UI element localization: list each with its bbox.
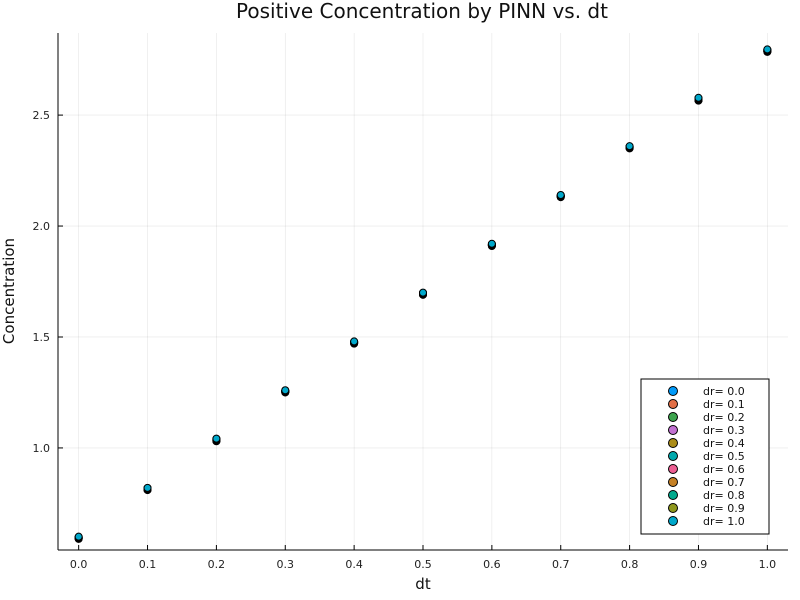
x-tick-label: 0.8 xyxy=(621,558,639,571)
x-ticks: 0.0 0.1 0.2 0.3 0.4 0.5 0.6 0.7 0.8 0.9 1.0 xyxy=(70,545,776,571)
y-tick-label: 2.0 xyxy=(33,220,51,233)
data-point xyxy=(763,45,772,54)
x-tick-label: 1.0 xyxy=(759,558,777,571)
legend-label: dr= 0.6 xyxy=(703,463,745,476)
x-tick-label: 0.9 xyxy=(690,558,708,571)
legend-marker xyxy=(668,438,678,448)
data-point xyxy=(487,239,496,248)
x-tick-label: 0.3 xyxy=(277,558,295,571)
legend-label: dr= 0.9 xyxy=(703,502,745,515)
data-point xyxy=(143,483,152,492)
legend-label: dr= 0.5 xyxy=(703,450,745,463)
data-point xyxy=(419,288,427,297)
legend-marker xyxy=(668,412,678,422)
y-tick-label: 1.0 xyxy=(33,442,51,455)
legend-label: dr= 0.1 xyxy=(703,398,745,411)
x-tick-label: 0.0 xyxy=(70,558,88,571)
x-tick-label: 0.6 xyxy=(483,558,501,571)
legend-marker xyxy=(668,464,678,474)
legend-marker xyxy=(668,516,678,526)
data-points xyxy=(74,45,772,543)
legend-marker xyxy=(668,451,678,461)
legend-marker xyxy=(668,399,678,409)
chart-title: Positive Concentration by PINN vs. dt xyxy=(236,0,608,23)
x-axis-title: dt xyxy=(415,575,431,593)
x-tick-label: 0.2 xyxy=(208,558,226,571)
legend-label: dr= 0.0 xyxy=(703,385,745,398)
data-point xyxy=(74,532,83,541)
legend-label: dr= 0.4 xyxy=(703,437,745,450)
legend-label: dr= 1.0 xyxy=(703,515,745,528)
legend-label: dr= 0.8 xyxy=(703,489,745,502)
legend-marker xyxy=(668,503,678,513)
y-tick-label: 2.5 xyxy=(33,109,51,122)
x-tick-label: 0.5 xyxy=(414,558,432,571)
x-tick-label: 0.1 xyxy=(139,558,157,571)
x-tick-label: 0.7 xyxy=(552,558,570,571)
legend-label: dr= 0.2 xyxy=(703,411,745,424)
y-tick-label: 1.5 xyxy=(33,331,51,344)
y-axis-title: Concentration xyxy=(0,238,18,344)
legend-marker xyxy=(668,386,678,396)
y-ticks: 1.0 1.5 2.0 2.5 xyxy=(33,109,63,455)
legend-box xyxy=(640,378,770,535)
data-point xyxy=(212,434,221,443)
data-point xyxy=(694,93,703,102)
legend-label: dr= 0.7 xyxy=(703,476,745,489)
data-point xyxy=(556,190,565,199)
x-tick-label: 0.4 xyxy=(345,558,363,571)
data-point xyxy=(350,337,359,346)
legend-label: dr= 0.3 xyxy=(703,424,745,437)
data-point xyxy=(281,386,290,395)
legend-marker xyxy=(668,490,678,500)
data-point xyxy=(625,142,634,151)
series-dr-1-0 xyxy=(74,45,772,541)
legend: dr= 0.0dr= 0.1dr= 0.2dr= 0.3dr= 0.4dr= 0… xyxy=(640,378,770,535)
legend-marker xyxy=(668,477,678,487)
legend-marker xyxy=(668,425,678,435)
